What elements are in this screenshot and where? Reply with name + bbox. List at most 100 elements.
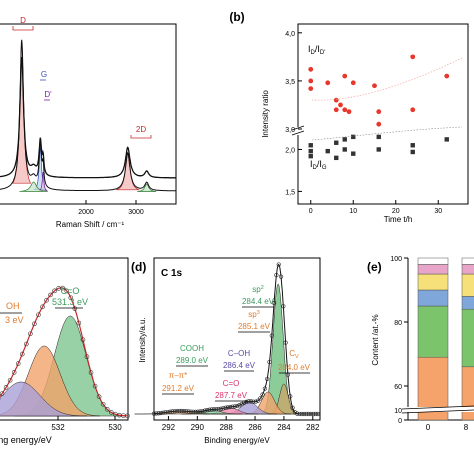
peak-value-c-oh: 286.4 eV	[223, 361, 256, 370]
panel-c-frame	[0, 257, 129, 421]
panel-d-letter: (d)	[131, 260, 146, 274]
y-tick-label: 60	[394, 384, 402, 391]
point-id-ig	[444, 137, 449, 142]
axis-break	[401, 405, 474, 414]
o1s-data-point	[11, 370, 17, 375]
c1s-data-point	[269, 333, 274, 338]
peak-label-2d: 2D	[136, 125, 146, 134]
c1s-data-point	[315, 411, 321, 417]
c1s-data-point	[308, 411, 314, 417]
point-id-idprime	[444, 73, 450, 79]
peak-label-cv: CV	[289, 349, 299, 360]
c1s-data-point	[184, 409, 189, 414]
o1s-data-point	[100, 401, 106, 407]
raman-component-5	[137, 183, 157, 192]
peak-label-cooh: COOH	[180, 344, 204, 353]
c1s-data-point	[228, 404, 233, 410]
o1s-data-point	[32, 321, 37, 327]
c1s-data-point	[195, 409, 200, 414]
point-id-ig	[308, 148, 313, 154]
y-tick-label: 80	[394, 320, 402, 327]
o1s-data-point	[19, 351, 25, 357]
c1s-data-point	[230, 404, 235, 409]
c1s-data-point	[163, 410, 168, 415]
c1s-data-point	[288, 394, 293, 399]
raman-component-4	[115, 153, 140, 191]
c1s-data-point	[248, 399, 254, 404]
panel-d: (d) C 1s 292 290 288 286 284 282 Intensity/a.…	[131, 257, 321, 445]
series-label-id-idprime: ID/ID'	[308, 44, 325, 56]
y-tick-label: 3,5	[285, 79, 295, 86]
c1s-data-point	[191, 409, 196, 414]
stacked-bar-segment	[417, 257, 449, 265]
panel-c-tick-label: 530	[108, 423, 122, 432]
c1s-data-point	[267, 359, 272, 365]
panel-b: (b) 4,0 3,5 3,0 2,0 1,5 0 10 20 30 Intensity rat…	[229, 10, 469, 224]
c1s-data-point	[193, 409, 198, 414]
x-tick-label: 290	[191, 423, 205, 432]
panel-b-letter: (b)	[229, 10, 244, 24]
point-id-ig	[376, 147, 381, 152]
peak-label-sp2: sp2	[252, 285, 264, 294]
point-id-ig	[410, 143, 415, 148]
panel-d-x-label: Binding energy/eV	[204, 436, 270, 445]
c1s-data-point	[170, 409, 175, 414]
c1s-data-point	[260, 392, 265, 397]
c1s-data-point	[251, 399, 256, 404]
o1s-data-point	[40, 304, 45, 310]
point-id-idprime	[333, 97, 339, 103]
panel-d-title: C 1s	[161, 268, 183, 279]
panel-b-x-label: Time t/h	[384, 215, 413, 224]
c1s-data-point	[177, 408, 182, 414]
o1s-data-point	[108, 410, 114, 415]
peak-bracket-d	[12, 26, 34, 31]
x-tick-label: 286	[248, 423, 262, 432]
c1s-data-point	[156, 411, 161, 416]
point-id-ig	[376, 134, 381, 140]
x-tick-label: 282	[306, 423, 320, 432]
stacked-bar-segment	[461, 366, 474, 421]
peak-value-sp2: 284.4 eV	[242, 297, 275, 306]
c1s-data-point	[244, 399, 249, 404]
y-tick-label: 3,0	[285, 127, 295, 134]
point-id-idprime	[376, 121, 382, 127]
peak-label-pi-pi: π–π*	[169, 371, 188, 380]
o1s-data-point	[28, 331, 33, 337]
o1s-data-point	[92, 383, 98, 389]
peak-label-g: G	[41, 70, 47, 79]
o1s-data-point	[88, 370, 94, 375]
c1s-data-point	[223, 405, 228, 410]
point-id-idprime	[308, 78, 314, 84]
c1s-data-point	[237, 403, 242, 408]
peak-label-dprime: D'	[44, 90, 52, 99]
o1s-data-point	[76, 320, 82, 326]
stacked-bar-segment	[461, 273, 474, 297]
panel-a-tick-label: 2000	[78, 209, 94, 216]
o1s-data-point	[104, 407, 110, 412]
c1s-data-point	[262, 386, 267, 391]
point-id-idprime	[346, 109, 352, 115]
o1s-data-point	[84, 354, 90, 360]
panel-c: 532 530 ing energy/eV C=O 531.3 eV OH 3 …	[0, 257, 130, 445]
panel-e-bars	[417, 257, 474, 421]
y-tick-label: 4,0	[285, 31, 295, 38]
c1s-data-point	[299, 411, 304, 417]
panel-b-frame	[297, 23, 469, 205]
o1s-envelope	[0, 287, 129, 417]
point-id-idprime	[338, 102, 343, 108]
panel-e-letter: (e)	[367, 260, 382, 274]
c1s-data-point	[151, 411, 157, 416]
c1s-data-point	[276, 262, 281, 267]
o1s-data-point	[68, 295, 74, 301]
y-tick-label: 100	[390, 256, 402, 263]
panel-b-points	[308, 54, 450, 161]
o1s-data-point	[60, 285, 66, 291]
point-id-ig	[334, 140, 339, 145]
point-id-ig	[334, 155, 339, 161]
c1s-data-point	[216, 406, 221, 412]
panel-c-spectra	[0, 285, 130, 419]
o1s-data-point	[125, 413, 130, 419]
peak-label-oh: OH	[6, 301, 20, 311]
peak-bracket-2d	[130, 135, 152, 139]
